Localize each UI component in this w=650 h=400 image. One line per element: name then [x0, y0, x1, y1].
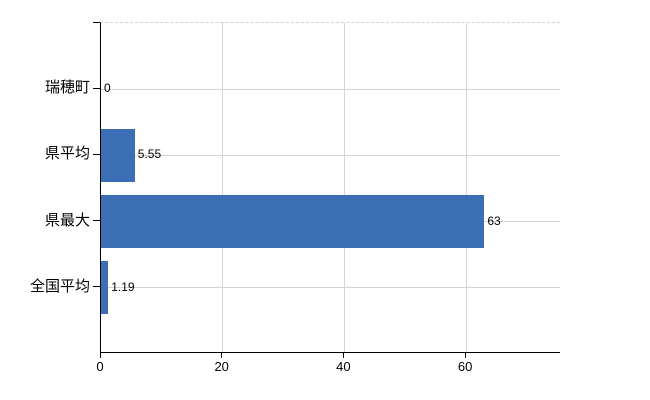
horizontal-gridline	[101, 154, 560, 156]
bar-value-label: 0	[104, 81, 111, 96]
x-axis-tick-label: 40	[336, 359, 351, 374]
x-axis-tick	[99, 353, 101, 358]
y-axis-category-label: 県平均	[44, 145, 90, 163]
vertical-gridline	[222, 23, 224, 352]
bar-value-label: 1.19	[111, 279, 135, 294]
x-axis-tick	[464, 353, 466, 358]
y-axis-tick	[93, 220, 100, 222]
bar	[101, 261, 109, 315]
y-axis-category-label: 全国平均	[29, 277, 90, 295]
x-axis-tick-label: 0	[96, 359, 104, 374]
vertical-gridline	[465, 23, 467, 352]
horizontal-gridline	[101, 287, 560, 289]
y-axis-tick	[93, 21, 100, 23]
x-axis-tick	[342, 353, 344, 358]
vertical-gridline	[343, 23, 345, 352]
y-axis-tick	[93, 87, 100, 89]
x-axis-tick	[221, 353, 223, 358]
x-axis-tick-label: 60	[457, 359, 473, 374]
plot-area	[100, 22, 560, 353]
x-axis-tick-label: 20	[214, 359, 229, 374]
bar-value-label: 63	[487, 213, 501, 228]
horizontal-gridline	[101, 88, 560, 90]
y-axis-tick	[93, 286, 100, 288]
y-axis-tick	[93, 153, 100, 155]
bar	[101, 128, 135, 182]
bar	[101, 195, 485, 249]
y-axis-category-label: 瑞穂町	[44, 79, 90, 97]
bar-value-label: 5.55	[137, 147, 162, 162]
y-axis-category-label: 県最大	[44, 211, 90, 229]
